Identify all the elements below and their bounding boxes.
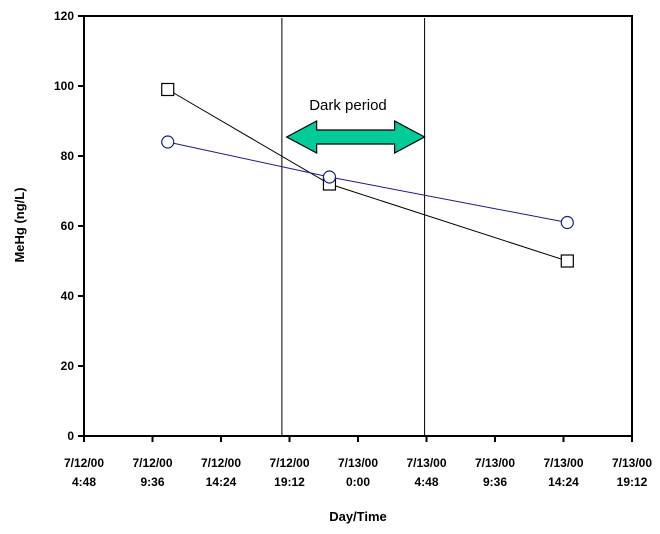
- x-tick-time-label: 19:12: [617, 475, 648, 489]
- x-tick-date-label: 7/13/00: [338, 456, 378, 470]
- x-tick-date-label: 7/13/00: [543, 456, 583, 470]
- y-tick-label: 0: [67, 429, 74, 443]
- series-line-circle: [167, 141, 568, 223]
- x-tick-time-label: 9:36: [483, 475, 507, 489]
- y-tick-label: 60: [61, 219, 75, 233]
- x-tick-time-label: 9:36: [140, 475, 164, 489]
- data-point-square: [560, 254, 574, 268]
- data-point-circle: [322, 170, 337, 184]
- y-axis-title: MeHg (ng/L): [12, 187, 27, 262]
- x-tick-date-label: 7/12/00: [64, 456, 104, 470]
- axes-layer: [78, 15, 633, 442]
- series-circle: [161, 135, 574, 230]
- reference-lines-layer: [281, 18, 426, 436]
- y-tick-label: 40: [61, 289, 75, 303]
- x-tick-date-label: 7/13/00: [406, 456, 446, 470]
- y-tick-label: 80: [61, 149, 75, 163]
- x-tick-date-label: 7/12/00: [132, 456, 172, 470]
- x-tick-date-label: 7/13/00: [612, 456, 652, 470]
- dark-period-label: Dark period: [309, 97, 387, 114]
- x-tick-date-label: 7/12/00: [201, 456, 241, 470]
- y-tick-label: 20: [61, 359, 75, 373]
- plot-area-frame: [83, 15, 633, 437]
- x-tick-date-label: 7/13/00: [475, 456, 515, 470]
- data-point-circle: [560, 215, 574, 230]
- dark-period-arrow: [285, 120, 426, 154]
- data-point-circle: [161, 135, 175, 149]
- series-layer: [161, 82, 574, 268]
- labels-layer: 0 20 40 60 80 100 120 7/12/00 4:48 7/12/00 9:36 7/1…: [54, 9, 652, 489]
- series-line-square: [167, 89, 568, 262]
- y-tick-label: 120: [54, 9, 74, 23]
- x-tick-time-label: 4:48: [414, 475, 438, 489]
- y-tick-label: 100: [54, 79, 74, 93]
- series-square: [161, 82, 574, 268]
- data-point-square: [161, 82, 175, 97]
- x-tick-time-label: 14:24: [206, 475, 237, 489]
- x-tick-time-label: 0:00: [346, 475, 370, 489]
- dark-period-annotation: [285, 120, 426, 154]
- x-axis-title: Day/Time: [329, 509, 387, 524]
- x-tick-time-label: 4:48: [72, 475, 96, 489]
- x-tick-time-label: 19:12: [274, 475, 305, 489]
- x-tick-time-label: 14:24: [548, 475, 579, 489]
- x-tick-date-label: 7/12/00: [269, 456, 309, 470]
